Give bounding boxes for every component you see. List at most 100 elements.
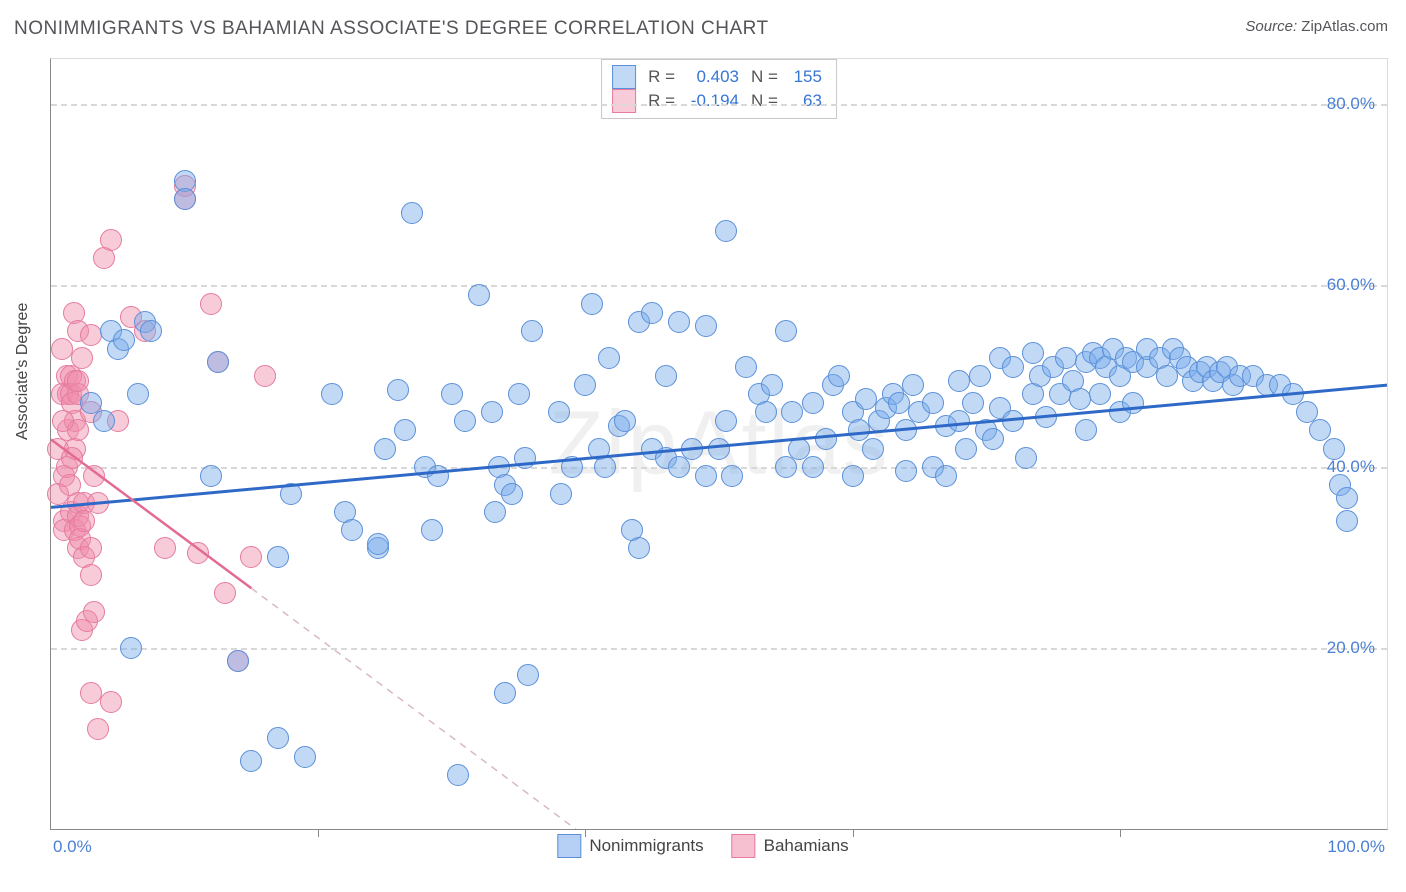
data-point [895,419,917,441]
data-point [87,492,109,514]
data-point [174,188,196,210]
data-point [517,664,539,686]
legend-label: Bahamians [764,836,849,856]
data-point [280,483,302,505]
data-point [501,483,523,505]
stat-label-r: R = [648,65,675,89]
data-point [447,764,469,786]
data-point [1002,356,1024,378]
data-point [574,374,596,396]
data-point [855,388,877,410]
data-point [695,465,717,487]
data-point [120,637,142,659]
data-point [614,410,636,432]
data-point [775,456,797,478]
data-point [71,347,93,369]
correlation-legend: R =0.403N =155R =-0.194N =63 [601,59,837,119]
stat-value-r: 0.403 [683,65,739,89]
data-point [955,438,977,460]
legend-item: Bahamians [732,834,849,858]
data-point [441,383,463,405]
data-point [775,320,797,342]
data-point [715,220,737,242]
data-point [948,410,970,432]
data-point [468,284,490,306]
data-point [828,365,850,387]
data-point [902,374,924,396]
data-point [948,370,970,392]
data-point [267,727,289,749]
data-point [421,519,443,541]
data-point [969,365,991,387]
data-point [681,438,703,460]
stat-value-n: 155 [786,65,822,89]
data-point [394,419,416,441]
x-tick-label: 0.0% [53,837,92,857]
data-point [321,383,343,405]
data-point [59,474,81,496]
data-point [1015,447,1037,469]
data-point [581,293,603,315]
data-point [962,392,984,414]
data-point [127,383,149,405]
stat-label-r: R = [648,89,675,113]
data-point [982,428,1004,450]
data-point [67,370,89,392]
source-attribution: Source: ZipAtlas.com [1245,18,1388,35]
data-point [80,682,102,704]
data-point [755,401,777,423]
series-legend: Nonimmigrants Bahamians [557,834,848,858]
data-point [254,365,276,387]
data-point [374,438,396,460]
data-point [888,392,910,414]
chart-title: NONIMMIGRANTS VS BAHAMIAN ASSOCIATE'S DE… [14,18,769,40]
data-point [51,338,73,360]
data-point [598,347,620,369]
y-tick-label: 80.0% [1327,94,1375,114]
y-axis-label: Associate's Degree [14,303,32,440]
data-point [87,718,109,740]
data-point [721,465,743,487]
stat-value-n: 63 [786,89,822,113]
data-point [550,483,572,505]
source-label: Source: [1245,18,1297,35]
data-point [802,456,824,478]
gridline [51,648,1387,650]
data-point [154,537,176,559]
data-point [668,456,690,478]
stat-label-n: N = [751,89,778,113]
data-point [200,293,222,315]
data-point [1156,365,1178,387]
data-point [1035,406,1057,428]
data-point [494,682,516,704]
data-point [1022,342,1044,364]
data-point [1069,388,1091,410]
data-point [61,447,83,469]
legend-swatch [732,834,756,858]
legend-item: Nonimmigrants [557,834,703,858]
data-point [521,320,543,342]
legend-swatch [612,65,636,89]
data-point [214,582,236,604]
data-point [862,438,884,460]
data-point [815,428,837,450]
data-point [240,546,262,568]
gridline [51,467,1387,469]
source-name: ZipAtlas.com [1301,18,1388,35]
data-point [187,542,209,564]
data-point [113,329,135,351]
data-point [1089,383,1111,405]
data-point [240,750,262,772]
data-point [100,691,122,713]
data-point [548,401,570,423]
data-point [708,438,730,460]
data-point [80,564,102,586]
data-point [508,383,530,405]
data-point [401,202,423,224]
data-point [73,510,95,532]
legend-label: Nonimmigrants [589,836,703,856]
data-point [1336,487,1358,509]
data-point [655,365,677,387]
data-point [80,537,102,559]
data-point [207,351,229,373]
